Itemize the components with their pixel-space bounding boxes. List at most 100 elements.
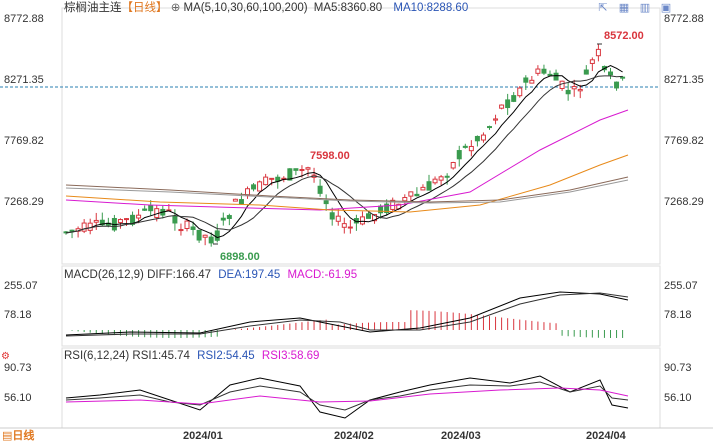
- candle-body: [130, 214, 136, 225]
- high-price-label: 8572.00: [604, 30, 644, 42]
- candle-body: [329, 212, 335, 220]
- candle-body: [208, 236, 214, 244]
- candle-body: [420, 186, 426, 191]
- candle-body: [359, 216, 365, 225]
- period-tag[interactable]: ▤日线: [2, 430, 34, 443]
- window-icon[interactable]: ▣: [660, 1, 672, 14]
- price-axis-left-3: 7769.82: [4, 135, 44, 147]
- candle-body: [226, 215, 232, 219]
- date-label-feb: 2024/02: [334, 430, 374, 442]
- ma100-line: [65, 176, 629, 203]
- candle-body: [493, 118, 499, 121]
- ma5-line: [65, 65, 623, 239]
- candle-body: [263, 176, 269, 186]
- rsi-label: RSI(6,12,24): [64, 350, 130, 362]
- price-axis-right-2: 8271.35: [664, 74, 704, 86]
- price-panel: [61, 7, 661, 265]
- candle-body: [450, 162, 456, 169]
- candle-body: [444, 175, 450, 178]
- grid-icon[interactable]: ▦: [618, 1, 630, 14]
- candle-body: [287, 168, 293, 181]
- candle-body: [589, 59, 595, 64]
- candle-body: [499, 104, 505, 109]
- candle-body: [511, 95, 517, 102]
- candle-body: [384, 203, 390, 214]
- ma200-line: [65, 179, 629, 204]
- candle-body: [148, 205, 154, 212]
- candle-body: [468, 145, 474, 152]
- candle-body: [245, 188, 250, 196]
- candle-body: [614, 81, 620, 89]
- candle-body: [69, 229, 75, 232]
- ma-label: MA(5,10,30,60,100,200): [183, 2, 308, 14]
- layout-icon[interactable]: ▥: [639, 1, 651, 14]
- candle-body: [565, 89, 571, 95]
- candle-body: [257, 181, 263, 192]
- candle-body: [238, 199, 244, 205]
- candle-body: [414, 193, 420, 197]
- candle-body: [408, 191, 414, 197]
- candle-body: [184, 220, 190, 229]
- candle-body: [480, 134, 486, 141]
- candle-body: [553, 72, 559, 81]
- period-label[interactable]: 【日线】: [121, 2, 168, 14]
- candle-body: [523, 77, 529, 83]
- candle-body: [81, 222, 87, 232]
- rsi-axis-right-2: 56.10: [664, 392, 692, 404]
- period-tag-label: 日线: [12, 430, 35, 442]
- candle-body: [571, 86, 577, 90]
- price-axis-right-1: 8772.88: [664, 13, 704, 25]
- candle-body: [608, 71, 613, 76]
- candle-body: [438, 176, 444, 181]
- candle-body: [196, 229, 202, 241]
- candle-body: [432, 178, 438, 184]
- candle-body: [335, 215, 341, 222]
- candle-body: [577, 88, 583, 92]
- rsi2-line: [65, 381, 629, 411]
- candle-body: [251, 184, 257, 190]
- candle-body: [474, 135, 480, 142]
- candle-body: [366, 213, 371, 219]
- date-label-jan: 2024/01: [183, 430, 223, 442]
- ma10-line: [65, 75, 623, 234]
- candle-body: [99, 219, 105, 226]
- candle-body: [136, 214, 142, 219]
- candle-body: [305, 167, 311, 170]
- search-icon[interactable]: ⊕: [170, 2, 181, 14]
- macd-axis-left-1: 255.07: [4, 280, 38, 292]
- candle-body: [232, 198, 238, 202]
- rsi-axis-right-1: 90.73: [664, 362, 692, 374]
- candle-body: [317, 185, 323, 194]
- footer-icon: ▤: [2, 430, 13, 442]
- macd-axis-right-1: 255.07: [664, 280, 698, 292]
- candle-body: [178, 229, 184, 232]
- candle-body: [547, 73, 553, 76]
- macd-diff-line: [65, 291, 629, 336]
- rsi2-value: RSI2:54.45: [197, 350, 255, 362]
- candle-body: [117, 219, 123, 224]
- chart-header: 棕榈油主连【日线】 ⊕ MA(5,10,30,60,100,200) MA5:8…: [64, 2, 468, 15]
- price-axis-right-3: 7769.82: [664, 135, 704, 147]
- candle-body: [620, 76, 626, 79]
- price-axis-right-4: 7268.29: [664, 196, 704, 208]
- macd-value: MACD:-61.95: [287, 269, 358, 281]
- candle-body: [341, 223, 347, 228]
- rsi1-value: RSI1:45.74: [132, 350, 190, 362]
- macd-axis-left-2: 78.18: [4, 309, 32, 321]
- macd-axis-right-2: 78.18: [664, 309, 692, 321]
- candle-body: [93, 219, 99, 223]
- settings-icon[interactable]: ⚙: [1, 351, 10, 362]
- macd-label: MACD(26,12,9): [64, 269, 144, 281]
- expand-icon[interactable]: ⇱: [598, 1, 608, 14]
- candle-body: [595, 48, 601, 57]
- macd-panel: [61, 265, 661, 347]
- symbol-name: 棕榈油主连: [64, 2, 122, 14]
- candle-body: [299, 169, 305, 172]
- candle-body: [347, 226, 353, 229]
- candle-body: [220, 217, 226, 221]
- low-price-label: 6898.00: [220, 251, 260, 263]
- macd-dea-line: [65, 292, 629, 337]
- ma30-line: [65, 109, 629, 211]
- candle-body: [426, 181, 432, 191]
